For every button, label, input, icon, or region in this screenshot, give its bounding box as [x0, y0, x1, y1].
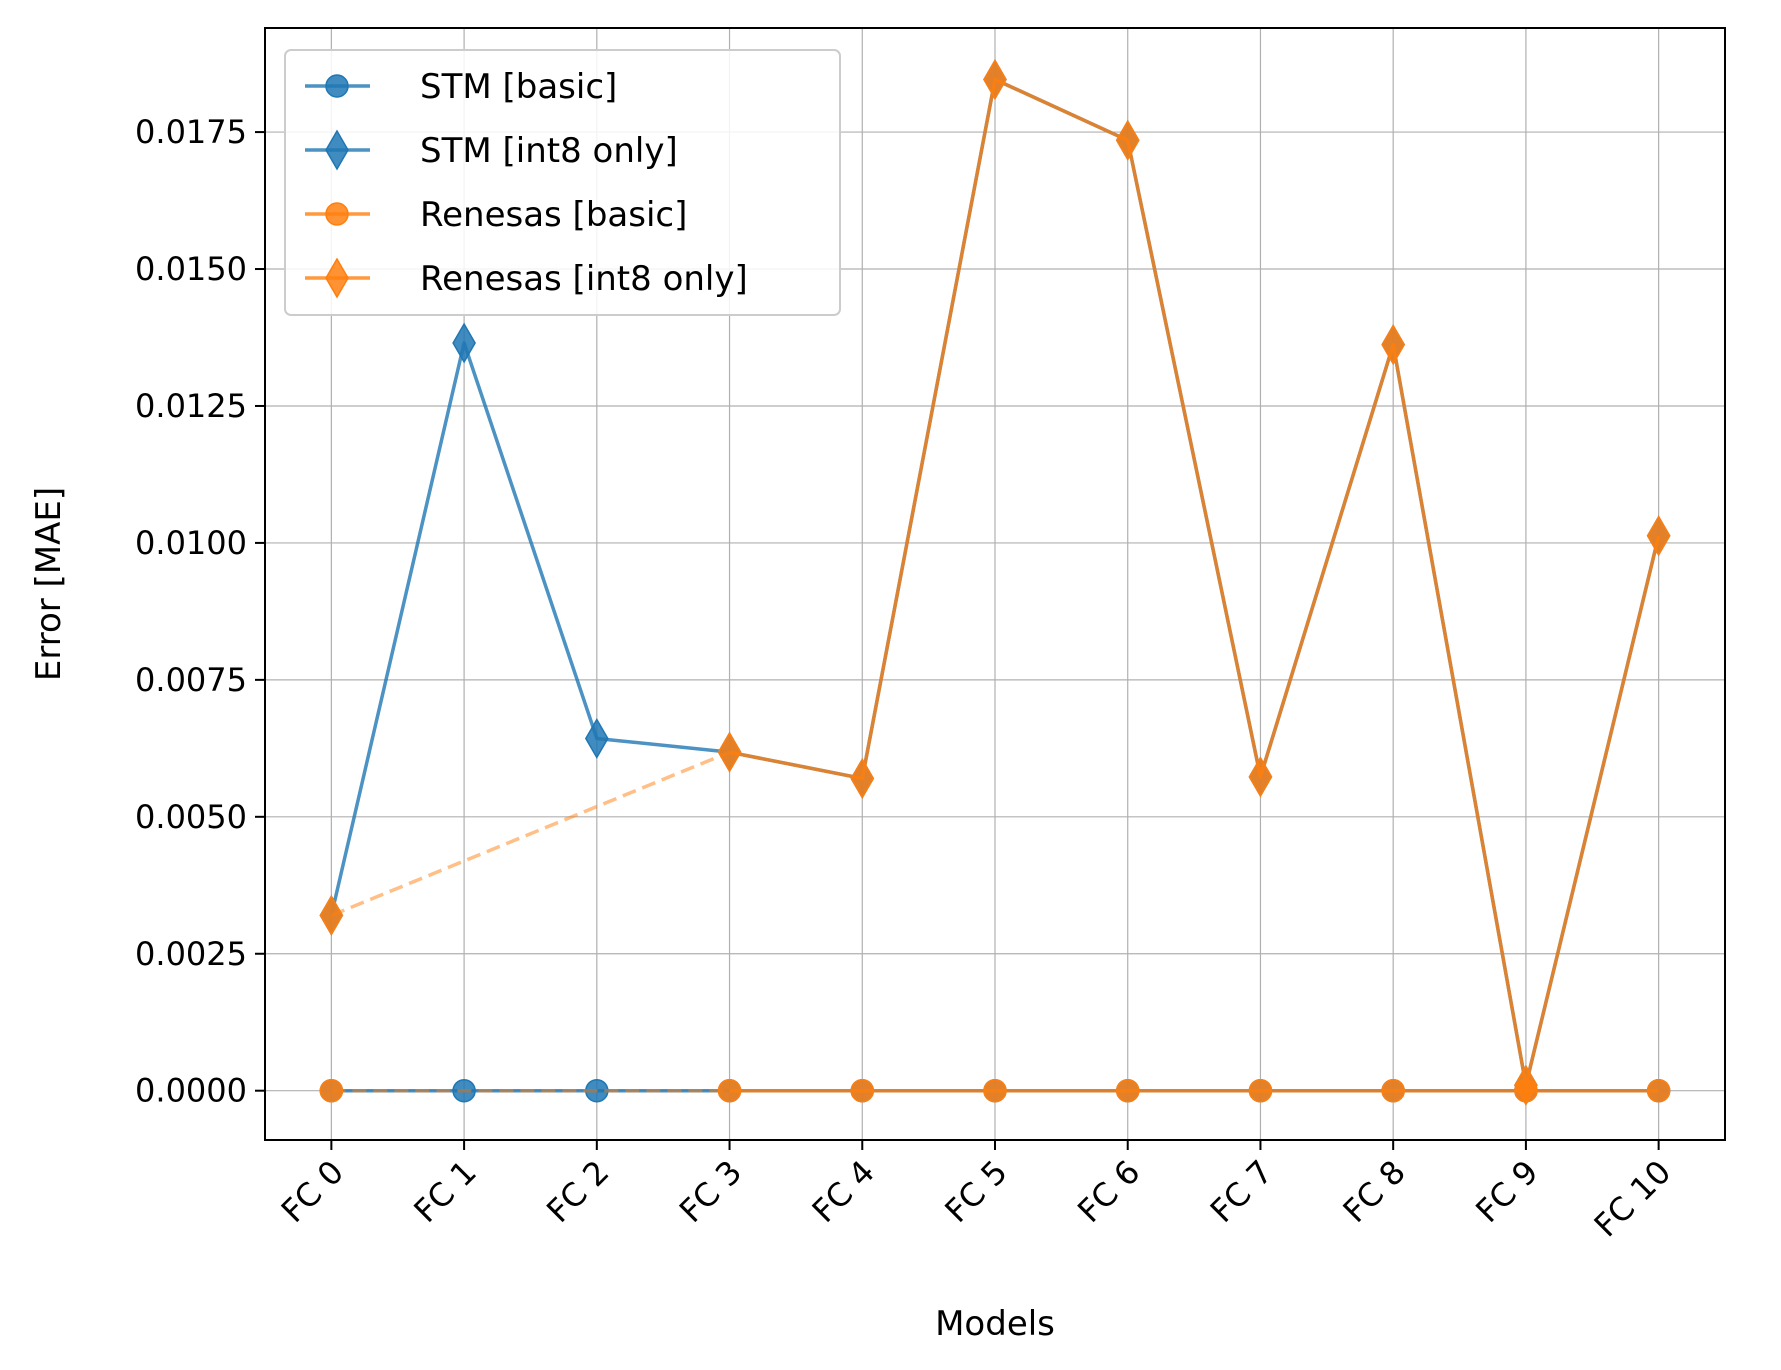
y-tick-label: 0.0000: [135, 1072, 247, 1110]
legend-label: STM [basic]: [420, 67, 617, 107]
data-point-diamond: [452, 322, 476, 364]
legend-box: [284, 49, 841, 316]
data-point-circle: [1381, 1078, 1405, 1103]
legend: STM [basic] STM [int8 only] Renesas [basic…: [284, 49, 841, 316]
data-point-circle: [1248, 1078, 1273, 1103]
data-point-diamond: [1646, 515, 1671, 557]
legend-circle-marker: [325, 202, 349, 226]
data-point-circle: [717, 1078, 742, 1103]
legend-label: STM [int8 only]: [420, 131, 678, 171]
y-tick-label: 0.0075: [135, 661, 247, 699]
y-tick-label: 0.0025: [135, 935, 247, 973]
legend-label: Renesas [basic]: [420, 195, 687, 235]
series-gap-line: [330, 750, 731, 918]
data-point-circle: [319, 1078, 344, 1103]
legend-circle-marker: [325, 74, 349, 98]
y-tick-label: 0.0150: [135, 250, 247, 288]
y-tick-label: 0.0175: [135, 113, 247, 151]
legend-entry: STM [basic]: [305, 67, 617, 107]
data-point-circle: [1115, 1078, 1140, 1103]
legend-entry: Renesas [basic]: [305, 195, 687, 235]
y-axis-label: Error [MAE]: [29, 487, 69, 681]
series-layer: [319, 58, 1671, 1106]
x-axis-label: Models: [935, 1304, 1055, 1344]
legend-entry: Renesas [int8 only]: [305, 257, 748, 299]
data-point-circle: [983, 1078, 1007, 1103]
data-point-diamond: [1115, 119, 1140, 161]
y-tick-label: 0.0100: [135, 524, 247, 562]
data-point-diamond: [1248, 756, 1273, 798]
data-point-diamond: [983, 58, 1007, 100]
data-point-circle: [850, 1078, 875, 1103]
y-tick-label: 0.0125: [135, 387, 247, 425]
data-point-diamond: [584, 717, 609, 759]
data-point-diamond: [319, 894, 344, 936]
series-line: [729, 77, 1661, 1087]
data-point-diamond: [1514, 1064, 1538, 1106]
legend-diamond-marker: [325, 257, 349, 299]
legend-entry: STM [int8 only]: [305, 129, 678, 171]
legend-label: Renesas [int8 only]: [420, 259, 748, 299]
series-renesas-int8-only: [319, 58, 1671, 1106]
data-point-circle: [1646, 1078, 1671, 1103]
y-tick-label: 0.0050: [135, 798, 247, 836]
data-point-diamond: [717, 731, 742, 773]
legend-diamond-marker: [325, 129, 349, 171]
data-point-diamond: [850, 757, 875, 799]
data-point-diamond: [1381, 324, 1406, 366]
